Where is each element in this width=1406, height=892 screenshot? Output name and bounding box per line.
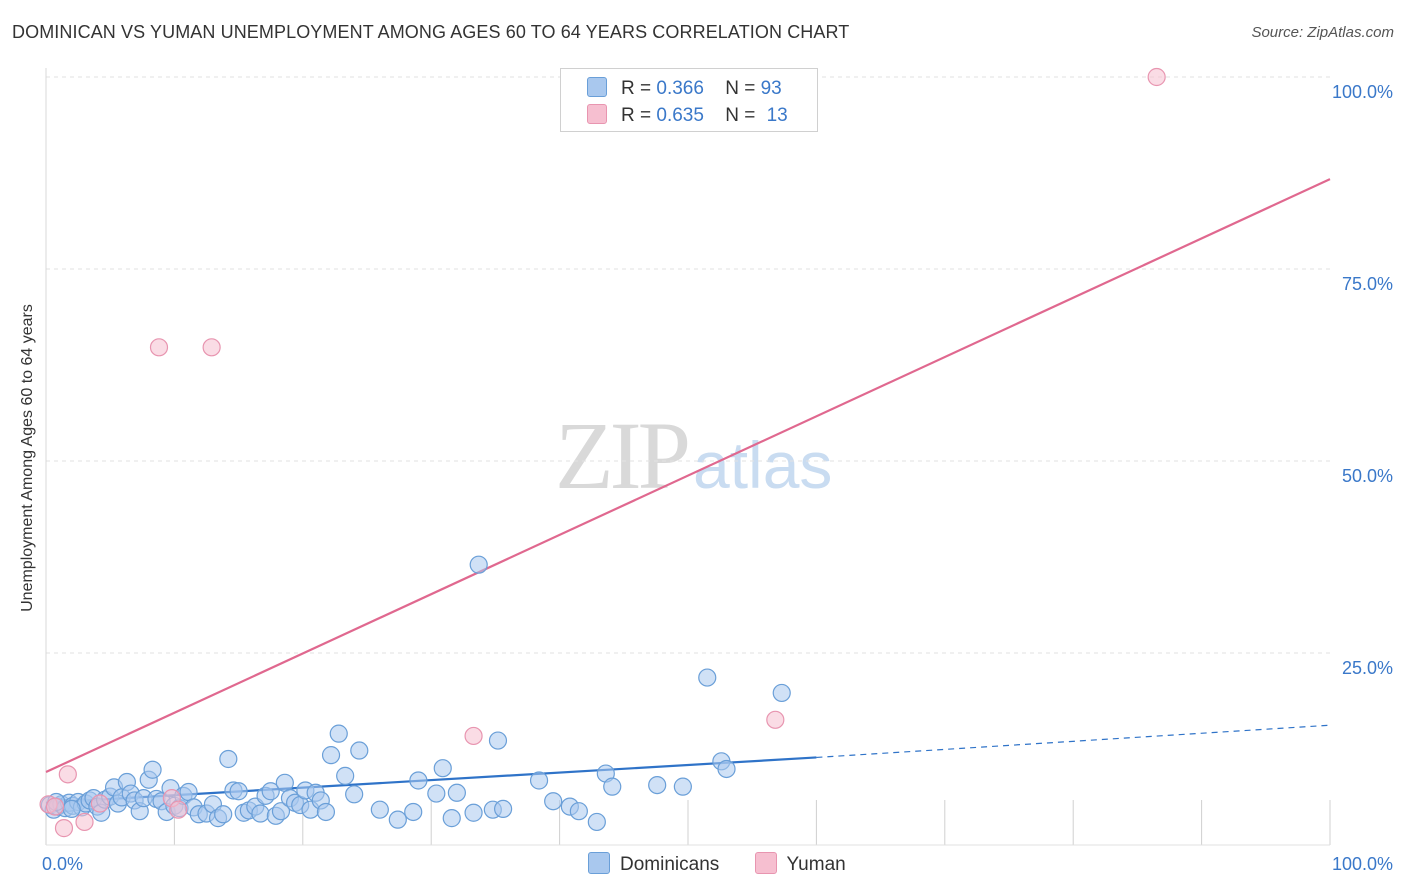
point-dominicans bbox=[62, 799, 81, 819]
point-yuman bbox=[58, 765, 77, 784]
point-dominicans bbox=[442, 809, 461, 828]
trendline-dominicans-extension bbox=[816, 724, 1331, 759]
y-axis-label: Unemployment Among Ages 60 to 64 years bbox=[19, 304, 36, 612]
chart-title: DOMINICAN VS YUMAN UNEMPLOYMENT AMONG AG… bbox=[12, 22, 850, 42]
y-tick-label: 25.0% bbox=[1342, 658, 1393, 678]
point-dominicans bbox=[370, 800, 389, 819]
point-dominicans bbox=[251, 804, 270, 823]
point-yuman bbox=[1147, 67, 1166, 87]
point-dominicans bbox=[603, 777, 622, 796]
point-dominicans bbox=[544, 792, 563, 811]
point-dominicans bbox=[275, 773, 294, 792]
point-dominicans bbox=[529, 771, 549, 790]
point-dominicans bbox=[404, 802, 423, 822]
watermark-zip: ZIP bbox=[555, 402, 691, 509]
n-label: N = bbox=[725, 78, 756, 99]
source-credit: Source: ZipAtlas.com bbox=[1251, 24, 1394, 41]
point-dominicans bbox=[229, 782, 248, 801]
point-dominicans bbox=[469, 555, 488, 574]
axes bbox=[45, 68, 1331, 846]
series-legend: Dominicans Yuman bbox=[588, 852, 876, 876]
point-dominicans bbox=[261, 782, 280, 801]
point-yuman bbox=[202, 338, 221, 357]
legend-item-yuman[interactable]: Yuman bbox=[754, 852, 846, 876]
point-yuman bbox=[169, 800, 188, 819]
point-dominicans bbox=[464, 803, 483, 822]
point-dominicans bbox=[772, 683, 791, 703]
point-dominicans bbox=[673, 777, 692, 796]
point-dominicans bbox=[717, 759, 736, 779]
point-dominicans bbox=[143, 760, 162, 779]
r-label: R = bbox=[621, 105, 652, 126]
legend-row-dominicans: R = 0.366 N = 93 bbox=[587, 77, 782, 101]
point-dominicans bbox=[329, 724, 348, 743]
trendline-yuman bbox=[45, 178, 1331, 774]
point-dominicans bbox=[569, 802, 588, 821]
point-dominicans bbox=[345, 785, 364, 804]
data-points bbox=[39, 67, 1166, 838]
r-value-yuman: 0.635 bbox=[656, 105, 704, 126]
y-tick-label: 100.0% bbox=[1332, 82, 1393, 102]
trendlines bbox=[45, 178, 1331, 804]
point-dominicans bbox=[214, 805, 233, 824]
point-dominicans bbox=[433, 759, 452, 778]
point-dominicans bbox=[219, 749, 238, 769]
tick-labels: 25.0% 50.0% 75.0% 100.0% 0.0% 100.0% bbox=[42, 82, 1393, 874]
correlation-legend: R = 0.366 N = 93 R = 0.635 N = 13 bbox=[560, 68, 818, 132]
point-dominicans bbox=[388, 810, 407, 829]
point-dominicans bbox=[494, 799, 513, 819]
point-dominicans bbox=[447, 783, 466, 802]
point-dominicans bbox=[350, 741, 369, 760]
r-value-dominicans: 0.366 bbox=[656, 78, 704, 99]
point-dominicans bbox=[488, 731, 508, 750]
point-dominicans bbox=[321, 746, 341, 765]
point-dominicans bbox=[698, 668, 717, 687]
dominicans-swatch bbox=[587, 77, 607, 97]
point-yuman bbox=[766, 710, 785, 729]
point-dominicans bbox=[179, 782, 198, 802]
x-tick-label: 100.0% bbox=[1332, 854, 1393, 874]
x-tick-label: 0.0% bbox=[42, 854, 83, 874]
point-dominicans bbox=[427, 784, 446, 803]
yuman-swatch bbox=[754, 852, 777, 874]
legend-item-dominicans[interactable]: Dominicans bbox=[588, 852, 719, 876]
point-dominicans bbox=[409, 771, 428, 790]
n-value-dominicans: 93 bbox=[760, 78, 782, 99]
point-yuman bbox=[54, 819, 74, 838]
watermark: ZIPatlas bbox=[555, 400, 832, 511]
point-yuman bbox=[149, 338, 169, 357]
point-dominicans bbox=[587, 812, 606, 832]
point-dominicans bbox=[316, 802, 336, 822]
legend-row-yuman: R = 0.635 N = 13 bbox=[587, 104, 788, 128]
point-yuman bbox=[464, 726, 483, 746]
y-tick-label: 75.0% bbox=[1342, 274, 1393, 294]
gridlines bbox=[46, 76, 1330, 654]
point-dominicans bbox=[271, 802, 291, 821]
point-yuman bbox=[90, 794, 110, 813]
point-yuman bbox=[75, 812, 94, 832]
dominicans-swatch bbox=[588, 852, 610, 874]
yuman-swatch bbox=[587, 104, 607, 124]
r-label: R = bbox=[621, 78, 652, 99]
n-label: N = bbox=[725, 105, 756, 126]
point-dominicans bbox=[648, 775, 667, 795]
legend-label-dominicans: Dominicans bbox=[620, 854, 720, 875]
point-dominicans bbox=[336, 766, 355, 785]
legend-label-yuman: Yuman bbox=[786, 854, 846, 875]
n-value-yuman: 13 bbox=[766, 105, 788, 126]
point-yuman bbox=[45, 797, 65, 816]
y-tick-label: 50.0% bbox=[1342, 466, 1393, 486]
